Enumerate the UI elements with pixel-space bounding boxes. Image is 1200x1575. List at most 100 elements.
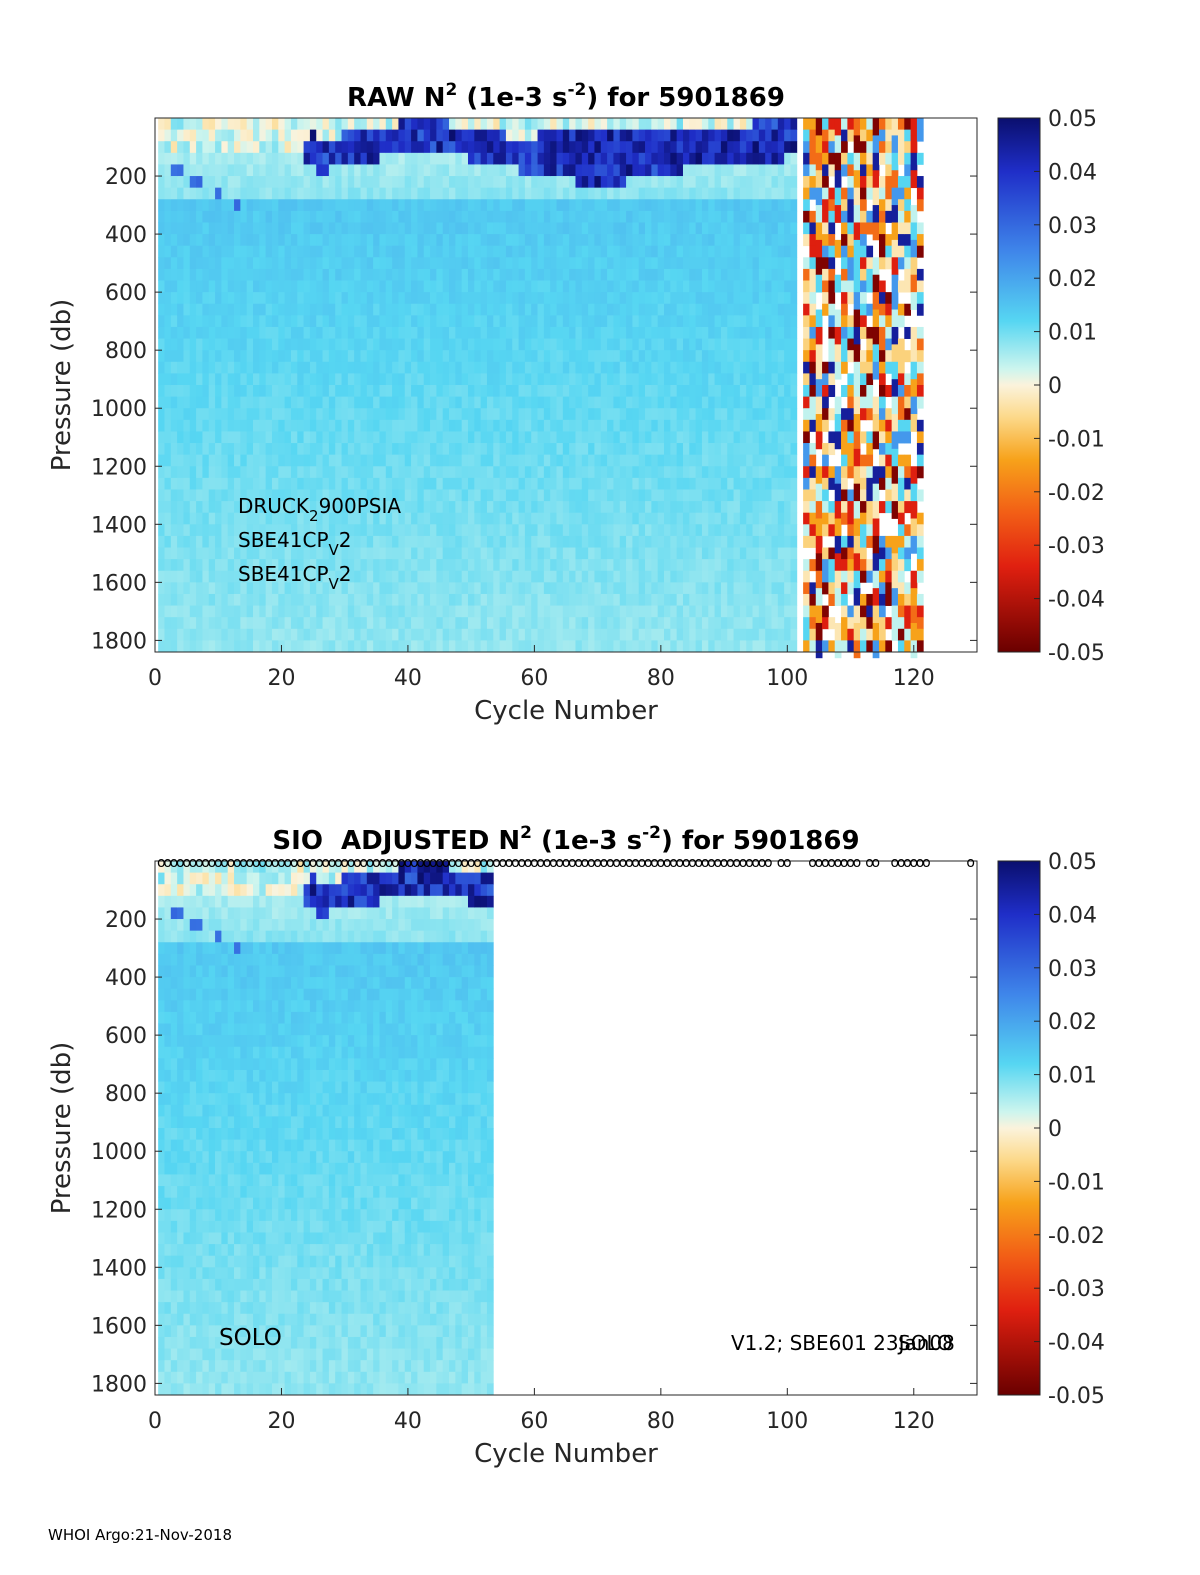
heatmap-cell xyxy=(822,582,829,595)
heatmap-cell xyxy=(822,547,829,560)
heatmap-cell xyxy=(505,338,513,351)
heatmap-cell xyxy=(284,326,292,339)
heatmap-cell xyxy=(215,640,222,653)
heatmap-cell xyxy=(322,431,330,444)
heatmap-cell xyxy=(215,466,222,479)
heatmap-cell xyxy=(486,303,494,316)
heatmap-cell xyxy=(196,640,203,653)
heatmap-cell xyxy=(619,501,627,514)
heatmap-cell xyxy=(221,466,229,479)
heatmap-cell xyxy=(550,524,557,537)
heatmap-cell xyxy=(240,315,248,328)
heatmap-cell xyxy=(189,582,197,595)
heatmap-cell xyxy=(449,176,456,189)
heatmap-cell xyxy=(543,338,551,351)
heatmap-cell xyxy=(303,222,311,235)
heatmap-cell xyxy=(240,268,248,281)
heatmap-cell xyxy=(158,187,165,200)
heatmap-cell xyxy=(505,268,513,281)
heatmap-cell xyxy=(575,385,583,398)
heatmap-cell xyxy=(809,361,817,374)
heatmap-cell xyxy=(790,466,798,479)
heatmap-cell xyxy=(322,617,330,630)
heatmap-cell xyxy=(626,187,633,200)
heatmap-cell xyxy=(771,477,779,490)
heatmap-cell xyxy=(208,443,216,456)
heatmap-cell xyxy=(221,477,229,490)
heatmap-cell xyxy=(347,501,355,514)
heatmap-cell xyxy=(695,535,703,548)
heatmap-cell xyxy=(758,466,766,479)
heatmap-cell xyxy=(366,617,374,630)
heatmap-cell xyxy=(290,408,298,421)
heatmap-cell xyxy=(297,315,304,328)
heatmap-cell xyxy=(524,210,532,223)
heatmap-cell xyxy=(202,361,210,374)
heatmap-cell xyxy=(221,524,229,537)
heatmap-cell xyxy=(619,489,627,502)
heatmap-cell xyxy=(524,234,532,247)
heatmap-cell xyxy=(322,396,330,409)
heatmap-cell xyxy=(784,396,791,409)
heatmap-cell xyxy=(733,152,741,165)
heatmap-cell xyxy=(246,245,254,258)
heatmap-cell xyxy=(379,303,387,316)
heatmap-cell xyxy=(626,176,633,189)
heatmap-cell xyxy=(790,210,798,223)
heatmap-cell xyxy=(619,454,627,467)
heatmap-cell xyxy=(727,501,734,514)
heatmap-cell xyxy=(493,268,500,281)
heatmap-cell xyxy=(373,257,380,270)
heatmap-cell xyxy=(297,419,304,432)
heatmap-cell xyxy=(208,454,216,467)
heatmap-cell xyxy=(316,431,323,444)
heatmap-cell xyxy=(670,176,678,189)
heatmap-cell xyxy=(177,176,184,189)
heatmap-cell xyxy=(392,501,399,514)
heatmap-cell xyxy=(493,640,500,653)
heatmap-cell xyxy=(575,245,583,258)
heatmap-cell xyxy=(524,431,532,444)
heatmap-cell xyxy=(569,164,576,177)
heatmap-cell xyxy=(803,152,810,165)
heatmap-cell xyxy=(234,210,241,223)
heatmap-cell xyxy=(537,570,545,583)
heatmap-cell xyxy=(670,605,678,618)
heatmap-cell xyxy=(208,234,216,247)
heatmap-cell xyxy=(467,280,475,293)
heatmap-cell xyxy=(809,315,817,328)
heatmap-cell xyxy=(828,640,836,653)
heatmap-cell xyxy=(379,454,387,467)
heatmap-cell xyxy=(215,326,222,339)
heatmap-cell xyxy=(202,419,210,432)
heatmap-cell xyxy=(449,129,456,142)
heatmap-cell xyxy=(512,617,519,630)
heatmap-cell xyxy=(316,628,323,641)
heatmap-cell xyxy=(752,454,760,467)
heatmap-cell xyxy=(392,489,399,502)
heatmap-cell xyxy=(265,489,273,502)
heatmap-cell xyxy=(720,512,728,525)
heatmap-cell xyxy=(841,326,848,339)
heatmap-cell xyxy=(417,326,425,339)
heatmap-cell xyxy=(588,605,595,618)
heatmap-cell xyxy=(537,443,545,456)
heatmap-cell xyxy=(493,501,500,514)
heatmap-cell xyxy=(234,199,241,212)
heatmap-cell xyxy=(632,222,640,235)
heatmap-cell xyxy=(303,373,311,386)
heatmap-cell xyxy=(765,419,772,432)
heatmap-cell xyxy=(164,280,172,293)
heatmap-cell xyxy=(695,199,703,212)
heatmap-cell xyxy=(442,129,450,142)
heatmap-cell xyxy=(765,524,772,537)
heatmap-cell xyxy=(480,489,488,502)
heatmap-cell xyxy=(524,385,532,398)
heatmap-cell xyxy=(430,187,437,200)
heatmap-cell xyxy=(619,373,627,386)
heatmap-cell xyxy=(651,176,659,189)
heatmap-cell xyxy=(183,593,191,606)
heatmap-cell xyxy=(651,396,659,409)
heatmap-cell xyxy=(379,187,387,200)
heatmap-cell xyxy=(569,292,576,305)
